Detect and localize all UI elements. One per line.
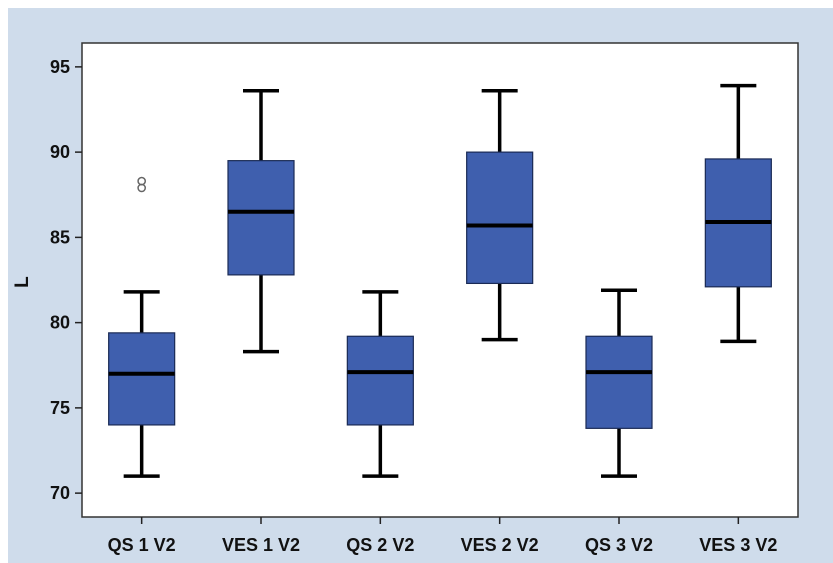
x-tick-label: VES 3 V2 [699, 535, 777, 555]
box-ves-1-v2 [227, 88, 295, 354]
iqr-box [346, 335, 414, 426]
iqr-box [227, 160, 295, 276]
iqr-box [466, 151, 534, 285]
x-axis: QS 1 V2 VES 1 V2 QS 2 V2 VES 2 V2 QS 3 V2 VES… [108, 517, 777, 555]
y-tick-label: 70 [50, 483, 70, 503]
box-ves-3-v2 [704, 83, 772, 344]
y-tick-label: 90 [50, 142, 70, 162]
box-qs-1-v2 [108, 176, 176, 478]
box-qs-3-v2 [585, 288, 653, 478]
plot-area [81, 42, 799, 518]
y-tick-label: 85 [50, 227, 70, 247]
x-tick-label: VES 1 V2 [222, 535, 300, 555]
x-tick-label: QS 3 V2 [585, 535, 653, 555]
y-tick-label: 80 [50, 313, 70, 333]
box-qs-2-v2 [346, 290, 414, 478]
x-tick-label: QS 2 V2 [346, 535, 414, 555]
y-tick-label: 75 [50, 398, 70, 418]
y-axis-title: L [12, 276, 33, 288]
y-axis: 70 75 80 85 90 95 [50, 57, 82, 503]
y-tick-label: 95 [50, 57, 70, 77]
box-ves-2-v2 [466, 88, 534, 342]
outlier-marker [137, 176, 147, 186]
x-tick-label: QS 1 V2 [108, 535, 176, 555]
iqr-box [108, 332, 176, 426]
x-tick-label: VES 2 V2 [461, 535, 539, 555]
boxes-group [108, 83, 772, 478]
iqr-box [585, 335, 653, 429]
